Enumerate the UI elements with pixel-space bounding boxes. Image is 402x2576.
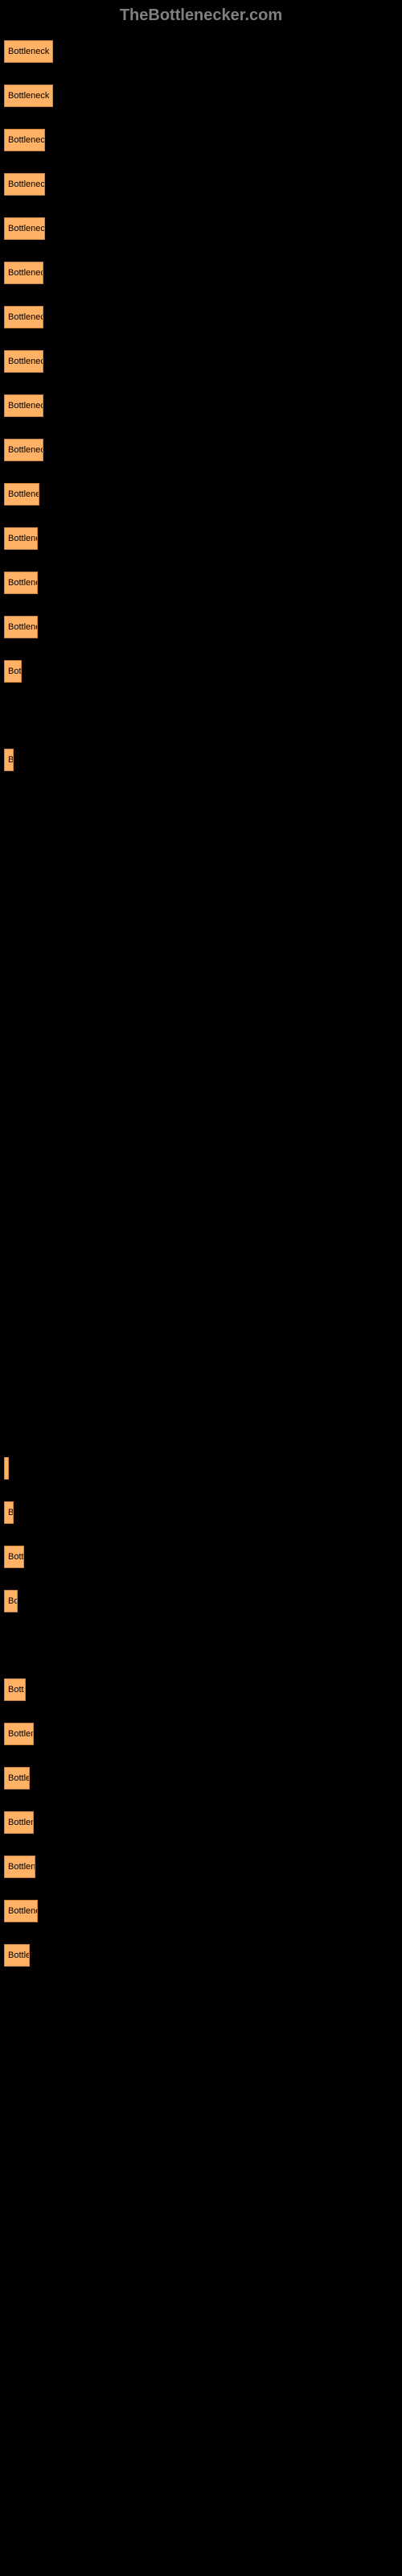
bar[interactable]: Bot — [4, 660, 22, 683]
bar-row — [4, 1456, 398, 1480]
bar-chart: Bottleneck n Bottleneck n Bottleneck Bottle… — [0, 31, 402, 1996]
bar-row: Bottlene — [4, 571, 398, 595]
bar-row: Bottleneck n — [4, 39, 398, 64]
bar[interactable]: Bottlene — [4, 1856, 35, 1878]
bar-row: Bottlene — [4, 526, 398, 551]
bar-label: Bot — [8, 667, 22, 676]
bar[interactable]: B — [4, 1501, 14, 1524]
bar-label: Bottlene — [8, 1906, 38, 1916]
bar[interactable]: Bottleneck n — [4, 85, 53, 107]
bar[interactable] — [4, 1457, 9, 1480]
bar-label: B — [8, 1508, 14, 1517]
site-header: TheBottlenecker.com — [0, 0, 402, 31]
bar[interactable]: Bottleneck — [4, 439, 43, 461]
bar-label: Bott — [8, 1552, 24, 1562]
bar-row: Bottlene — [4, 1899, 398, 1923]
bar[interactable]: Bott — [4, 1678, 26, 1701]
bar-row: Bottle — [4, 1766, 398, 1790]
bar-row: Bottlen — [4, 1722, 398, 1746]
bar-row — [4, 969, 398, 993]
bar-row — [4, 1058, 398, 1082]
bar-row — [4, 704, 398, 728]
bar[interactable]: Bottleneck — [4, 217, 45, 240]
bar-row: Bottleneck — [4, 305, 398, 329]
bar-row: Bott — [4, 1678, 398, 1702]
bar-row — [4, 1235, 398, 1259]
bar[interactable]: Bottlene — [4, 1900, 38, 1922]
bar-row — [4, 1323, 398, 1348]
bar-row: Bottleneck — [4, 438, 398, 462]
bar-label: Bott — [8, 1685, 24, 1695]
bar-row: Bottleneck — [4, 394, 398, 418]
bar[interactable]: Bott — [4, 1546, 24, 1568]
bar[interactable]: B — [4, 749, 14, 771]
bar-row — [4, 1368, 398, 1392]
bar-row — [4, 1191, 398, 1215]
bar-label: Bottlenec — [8, 489, 39, 499]
bar-row: B — [4, 748, 398, 772]
bar-row: Bott — [4, 1545, 398, 1569]
bar[interactable]: Bottleneck — [4, 394, 43, 417]
bar-label: Bottlene — [8, 578, 38, 588]
bar-row — [4, 1146, 398, 1170]
bar-row — [4, 1412, 398, 1436]
bar-row: Bot — [4, 659, 398, 683]
bar[interactable]: Bottleneck — [4, 350, 43, 373]
bar[interactable]: Bottleneck — [4, 262, 43, 284]
bar-row — [4, 925, 398, 949]
bar-label: Bottleneck — [8, 445, 43, 455]
bar-row: Bottleneck n — [4, 84, 398, 108]
bar-row — [4, 881, 398, 905]
bar-label: Bottlen — [8, 1729, 34, 1739]
bar-label: B — [8, 755, 14, 765]
bar-row: Bottleneck — [4, 349, 398, 374]
bar-row: Bo — [4, 1589, 398, 1613]
bar-row — [4, 836, 398, 861]
bar-label: Bottleneck — [8, 180, 45, 189]
bar[interactable]: Bottlene — [4, 616, 38, 638]
bar-label: Bottle — [8, 1773, 30, 1783]
bar-label: Bottlene — [8, 622, 38, 632]
bar-row: Bottleneck — [4, 128, 398, 152]
bar-label: Bottlen — [8, 1818, 34, 1827]
bar[interactable]: Bottleneck — [4, 306, 43, 328]
bar-row: B — [4, 1501, 398, 1525]
bar-row: Bottlene — [4, 615, 398, 639]
bar[interactable]: Bottleneck — [4, 129, 45, 151]
bar-row — [4, 1013, 398, 1038]
bar-label: Bottleneck — [8, 224, 45, 233]
bar-row: Bottlene — [4, 1855, 398, 1879]
bar-row — [4, 1102, 398, 1126]
bar[interactable]: Bottlene — [4, 572, 38, 594]
bar-label: Bottleneck n — [8, 47, 53, 56]
bar-row: Bottleneck — [4, 217, 398, 241]
bar-row — [4, 1633, 398, 1657]
bar[interactable]: Bottlenec — [4, 483, 39, 506]
bar[interactable]: Bottleneck n — [4, 40, 53, 63]
bar[interactable]: Bottlen — [4, 1723, 34, 1745]
bar[interactable]: Bottle — [4, 1767, 30, 1790]
bar-label: Bottleneck — [8, 135, 45, 145]
bar-row: Bottleneck — [4, 261, 398, 285]
bar[interactable]: Bottlen — [4, 1811, 34, 1834]
bar-label: Bo — [8, 1596, 18, 1606]
bar-label: Bottleneck — [8, 312, 43, 322]
bar-label: Bottlene — [8, 1862, 35, 1872]
bar[interactable]: Bottlene — [4, 527, 38, 550]
bar[interactable]: Bottleneck — [4, 173, 45, 196]
bar-label: Bottle — [8, 1951, 30, 1960]
bar-label: Bottleneck — [8, 268, 43, 278]
bar-label: Bottleneck n — [8, 91, 53, 101]
bar[interactable]: Bo — [4, 1590, 18, 1612]
bar-row: Bottlenec — [4, 482, 398, 506]
bar[interactable]: Bottle — [4, 1944, 30, 1967]
bar-row — [4, 1279, 398, 1303]
bar-row: Bottlen — [4, 1810, 398, 1835]
bar-label: Bottleneck — [8, 401, 43, 411]
bar-row — [4, 792, 398, 816]
bar-row: Bottle — [4, 1943, 398, 1967]
bar-label: Bottlene — [8, 534, 38, 543]
bar-label: Bottleneck — [8, 357, 43, 366]
bar-row: Bottleneck — [4, 172, 398, 196]
